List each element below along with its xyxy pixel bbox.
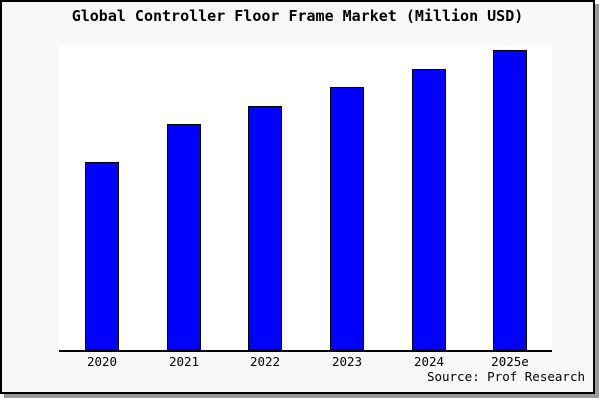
x-tick-label-2024: 2024 (413, 354, 445, 369)
source-credit: Source: Prof Research (426, 369, 585, 384)
x-tick-label-2020: 2020 (86, 354, 118, 369)
plot-area (59, 46, 552, 352)
bar-2020 (85, 162, 119, 350)
x-tick-label-2023: 2023 (331, 354, 363, 369)
bar-2024 (412, 69, 446, 350)
bar-2021 (167, 124, 201, 350)
x-tick-label-2022: 2022 (249, 354, 281, 369)
chart-figure-frame: Global Controller Floor Frame Market (Mi… (0, 0, 595, 394)
bar-2022 (248, 106, 282, 350)
chart-title: Global Controller Floor Frame Market (Mi… (71, 7, 524, 25)
x-tick-label-2021: 2021 (168, 354, 200, 369)
bar-2025e (493, 50, 527, 350)
x-axis-labels: 2020 2021 2022 2023 2024 2025e (59, 355, 552, 369)
bar-2023 (330, 87, 364, 350)
x-tick-label-2025e: 2025e (491, 354, 529, 369)
